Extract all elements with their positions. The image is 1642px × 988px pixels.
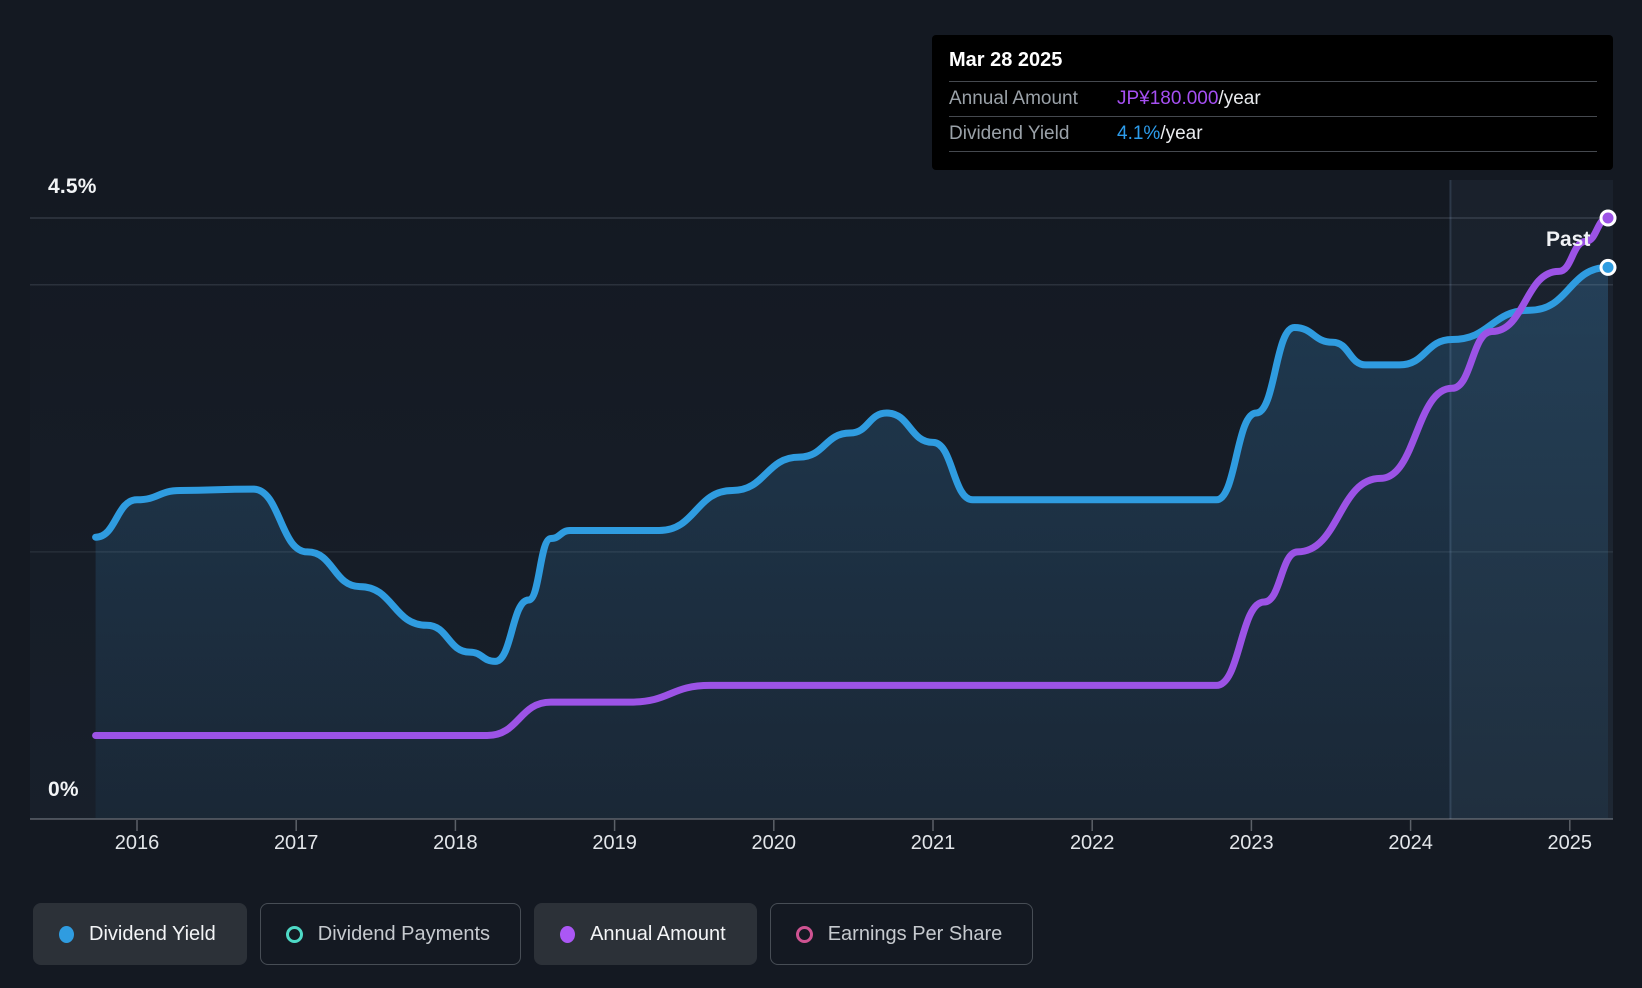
gridline-layer <box>30 180 1613 819</box>
dividend-payments-marker-icon <box>285 925 303 943</box>
tooltip-value: 4.1% <box>1117 123 1161 144</box>
x-axis-label-2021: 2021 <box>910 832 956 854</box>
tooltip-value: JP¥180.000 <box>1117 88 1219 109</box>
x-axis <box>30 818 1613 831</box>
x-axis-label-2025: 2025 <box>1547 832 1593 854</box>
dividend-yield-marker-icon <box>59 925 74 943</box>
annual-amount-line <box>92 214 1612 740</box>
x-axis-label-2023: 2023 <box>1229 832 1274 854</box>
tooltip-divider <box>949 151 1597 152</box>
y-axis-label-max: 4.5% <box>48 175 97 198</box>
annual-amount-end-dot <box>1599 209 1617 227</box>
series-layer <box>92 214 1612 740</box>
tooltip-value-suffix: /year <box>1160 123 1203 144</box>
legend-dividend-payments[interactable]: Dividend Payments <box>259 903 522 965</box>
endpoint-dots <box>1599 209 1617 276</box>
legend-dividend-yield[interactable]: Dividend Yield <box>33 903 247 965</box>
earnings-per-share-marker-icon <box>795 925 813 943</box>
tooltip-label: Dividend Yield <box>949 123 1070 144</box>
x-axis-labels: 2016 2017 2018 2019 2020 2021 2022 2023 2024 2025 <box>0 832 1642 860</box>
y-axis-label-zero: 0% <box>48 778 79 801</box>
dividend-yield-line <box>92 263 1612 665</box>
tooltip-date: Mar 28 2025 <box>949 49 1063 71</box>
x-axis-label-2019: 2019 <box>592 832 637 854</box>
tooltip: Mar 28 2025 Annual Amount JP¥180.000/yea… <box>932 35 1613 170</box>
x-axis-label-2018: 2018 <box>433 832 478 854</box>
tooltip-row-annual-amount: Annual Amount JP¥180.000/year <box>949 81 1597 116</box>
x-axis-label-2024: 2024 <box>1388 832 1433 854</box>
legend-annual-amount[interactable]: Annual Amount <box>534 903 757 965</box>
x-axis-label-2020: 2020 <box>751 832 797 854</box>
tooltip-value-suffix: /year <box>1218 88 1261 109</box>
past-band-label: Past <box>1546 228 1591 251</box>
x-axis-label-2016: 2016 <box>114 832 160 854</box>
tooltip-label: Annual Amount <box>949 88 1078 109</box>
annual-amount-marker-icon <box>560 925 576 943</box>
x-axis-label-2017: 2017 <box>273 832 319 854</box>
tooltip-row-dividend-yield: Dividend Yield 4.1%/year <box>949 116 1597 151</box>
legend: Dividend Yield Dividend Payments Annual … <box>33 903 1034 965</box>
x-axis-label-2022: 2022 <box>1069 832 1115 854</box>
legend-earnings-per-share[interactable]: Earnings Per Share <box>769 903 1034 965</box>
dividend-yield-end-dot <box>1599 258 1617 276</box>
